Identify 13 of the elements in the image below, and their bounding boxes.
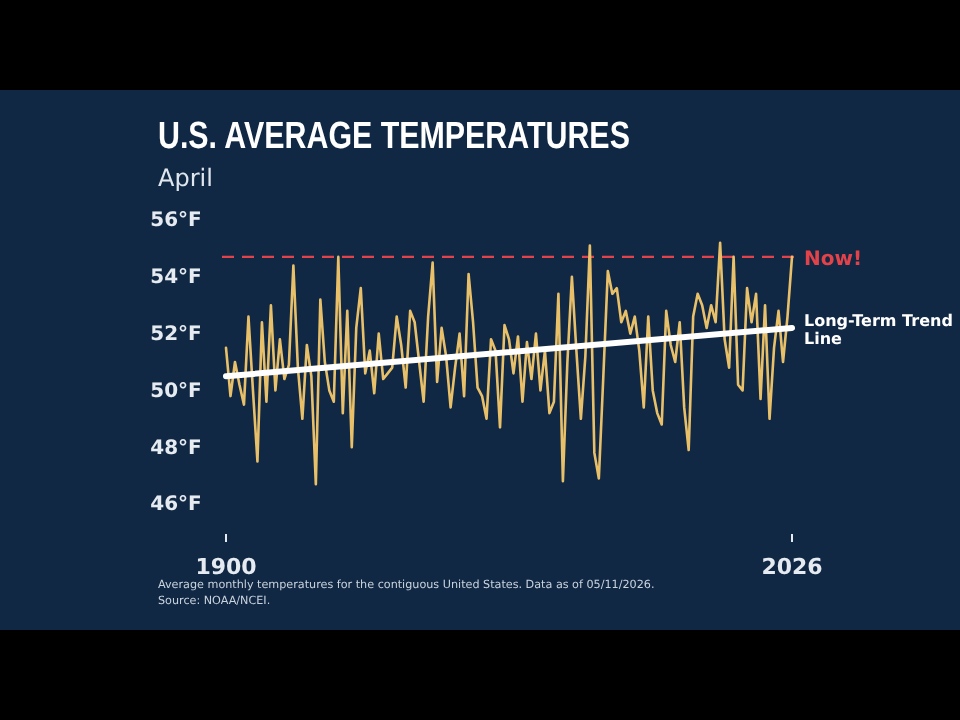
- y-tick-label: 46°F: [150, 494, 202, 517]
- y-tick-label: 50°F: [150, 380, 202, 403]
- y-tick-label: 48°F: [150, 437, 202, 460]
- chart-subtitle: April: [158, 164, 213, 192]
- x-tick-label: 2026: [761, 553, 824, 580]
- chart-title: U.S. AVERAGE TEMPERATURES: [158, 112, 630, 157]
- y-tick-label: 52°F: [150, 324, 202, 346]
- y-tick-label: 54°F: [150, 267, 202, 290]
- series-label: Long-Term Trend Line: [804, 311, 954, 348]
- line-series: [224, 241, 794, 486]
- x-tick-label: 1900: [195, 553, 258, 580]
- y-tick-label: 56°F: [150, 210, 202, 233]
- ref-line-label: Now!: [804, 248, 863, 271]
